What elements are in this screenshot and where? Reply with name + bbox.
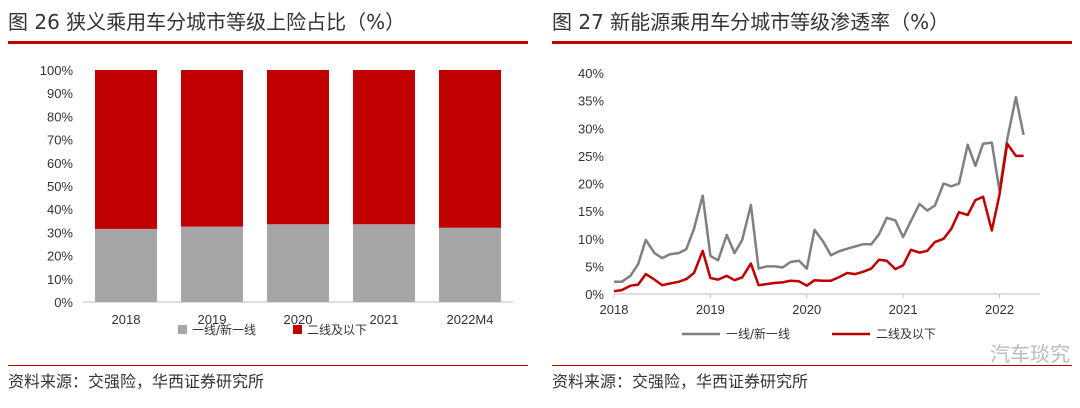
legend-label-tier2: 二线及以下 <box>876 327 936 341</box>
y-tick-label: 40% <box>578 66 604 81</box>
left-source-rule <box>8 365 528 366</box>
x-tick-label: 2021 <box>889 302 918 317</box>
line-chart: 0% 5% 10% 15% 20% 25% 30% 35% 40% 2018 2019 2020 202… <box>578 66 1040 341</box>
legend-swatch-tier2 <box>293 325 302 334</box>
right-chart-panel: 图 27 新能源乘用车分城市等级渗透率（%） 0% 5% 10% 15% 20% 25% 3… <box>552 0 1072 408</box>
y-tick-label: 20% <box>578 177 604 192</box>
legend-label-tier1: 一线/新一线 <box>192 322 256 337</box>
left-source-note: 资料来源：交强险，华西证券研究所 <box>8 372 265 391</box>
bar-segment-tier1 <box>439 227 501 302</box>
bar-segment-tier2 <box>267 70 329 225</box>
watermark-logo: 汽车琰究 <box>990 342 1070 366</box>
bar-segment-tier2 <box>353 70 415 225</box>
y-tick-label: 10% <box>47 272 73 287</box>
bar-segment-tier2 <box>181 70 243 227</box>
y-tick-label: 30% <box>578 121 604 136</box>
left-chart-panel: 图 26 狭义乘用车分城市等级上险占比（%） 0% 10% 20% 30% 40% 50%… <box>8 0 528 408</box>
bar-segment-tier1 <box>353 224 415 302</box>
x-tick-label: 2021 <box>370 312 399 327</box>
x-tick-label: 2019 <box>198 312 227 327</box>
legend-swatch-tier1 <box>178 325 187 334</box>
y-tick-label: 100% <box>40 63 74 78</box>
y-tick-label: 30% <box>47 225 73 240</box>
y-tick-label: 50% <box>47 179 73 194</box>
x-tick-label: 2020 <box>792 302 821 317</box>
x-tick-label: 2022 <box>985 302 1014 317</box>
y-tick-label: 60% <box>47 156 73 171</box>
bar-segment-tier1 <box>95 228 157 302</box>
y-tick-label: 70% <box>47 133 73 148</box>
x-tick-label: 2018 <box>112 312 141 327</box>
y-tick-label: 80% <box>47 109 73 124</box>
bar-segment-tier1 <box>181 226 243 302</box>
legend-label-tier1: 一线/新一线 <box>726 326 790 341</box>
x-tick-label: 2020 <box>284 312 313 327</box>
right-chart-title: 图 27 新能源乘用车分城市等级渗透率（%） <box>552 10 950 34</box>
y-tick-label: 15% <box>578 204 604 219</box>
right-source-rule <box>552 365 1072 366</box>
left-chart-title: 图 26 狭义乘用车分城市等级上险占比（%） <box>8 10 406 34</box>
bar-segment-tier2 <box>439 70 501 228</box>
stacked-bar-chart: 0% 10% 20% 30% 40% 50% 60% 70% 80% 90% 100% 2018 201… <box>40 63 513 337</box>
series-line-tier2 <box>613 142 1024 293</box>
y-tick-label: 40% <box>47 202 73 217</box>
y-tick-label: 90% <box>47 86 73 101</box>
series-line-tier1 <box>614 96 1025 284</box>
bar-segment-tier1 <box>267 224 329 302</box>
x-tick-label: 2022M4 <box>447 312 494 327</box>
right-title-rule <box>552 41 1072 44</box>
y-tick-label: 0% <box>585 287 604 302</box>
bar-segment-tier2 <box>95 70 157 229</box>
x-tick-label: 2018 <box>600 302 629 317</box>
legend-label-tier2: 二线及以下 <box>307 323 367 337</box>
x-tick-label: 2019 <box>696 302 725 317</box>
y-tick-label: 25% <box>578 149 604 164</box>
y-tick-label: 5% <box>585 259 604 274</box>
y-tick-label: 0% <box>54 295 73 310</box>
y-tick-label: 20% <box>47 249 73 264</box>
left-title-rule <box>8 41 528 44</box>
y-tick-label: 35% <box>578 94 604 109</box>
right-source-note: 资料来源：交强险，华西证券研究所 <box>552 372 809 391</box>
y-tick-label: 10% <box>578 232 604 247</box>
